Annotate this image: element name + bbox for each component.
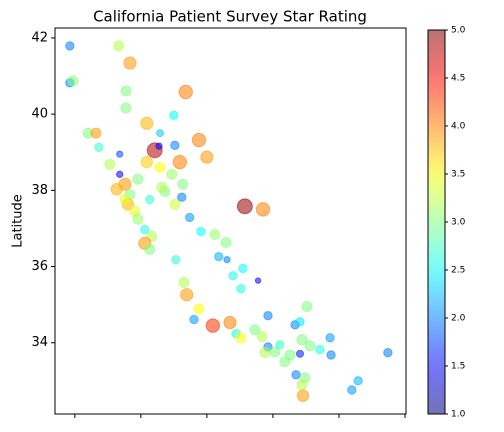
colorbar-tick-label: 2.5 <box>451 266 465 276</box>
point <box>123 56 137 70</box>
point <box>220 237 232 249</box>
point <box>140 155 153 169</box>
point <box>295 317 305 327</box>
point <box>235 332 247 344</box>
point <box>205 318 221 333</box>
point <box>104 158 116 170</box>
point <box>113 40 125 52</box>
point <box>189 314 199 325</box>
y-tick-label: 40 <box>31 107 48 122</box>
point <box>236 198 253 215</box>
point <box>209 229 221 241</box>
point <box>304 340 316 352</box>
colorbar-tick-label: 1.0 <box>451 410 466 420</box>
point <box>65 41 75 51</box>
point <box>200 150 214 164</box>
point <box>140 116 154 130</box>
point <box>347 385 357 395</box>
point <box>166 168 178 180</box>
colorbar-tick-label: 4.5 <box>451 74 465 84</box>
chart-title: California Patient Survey Star Rating <box>93 8 367 26</box>
colorbar-tick-label: 3.5 <box>451 170 465 180</box>
point <box>156 181 168 193</box>
point <box>256 331 268 343</box>
point <box>120 102 132 114</box>
point <box>223 256 231 264</box>
y-tick-label: 42 <box>31 30 48 45</box>
point <box>172 154 188 170</box>
y-axis-label: Latitude <box>11 194 26 248</box>
point <box>263 311 273 321</box>
colorbar-tick-label: 2.0 <box>451 314 466 324</box>
point <box>238 263 248 274</box>
point <box>301 301 313 313</box>
point <box>291 370 301 380</box>
point <box>171 254 181 265</box>
point <box>325 333 335 343</box>
point <box>296 389 310 402</box>
point <box>353 376 363 386</box>
colorbar <box>428 30 445 414</box>
point <box>178 277 190 289</box>
point <box>279 356 291 368</box>
colorbar-tick-label: 1.5 <box>451 362 465 372</box>
colorbar-tick-label: 5.0 <box>451 26 466 36</box>
point <box>169 110 179 120</box>
point <box>144 243 156 255</box>
point <box>296 379 308 391</box>
point <box>155 129 165 138</box>
point <box>145 194 155 205</box>
point <box>177 192 187 202</box>
point <box>259 347 271 359</box>
point <box>214 251 224 262</box>
point <box>254 277 262 284</box>
point <box>193 303 205 315</box>
point <box>132 173 144 185</box>
point <box>315 344 325 355</box>
point <box>119 193 131 205</box>
point <box>110 182 123 196</box>
point <box>140 224 150 235</box>
colorbar-tick-label: 3.0 <box>451 218 466 228</box>
point <box>154 161 166 173</box>
point <box>228 270 238 281</box>
plot-frame <box>54 27 407 415</box>
y-tick-label: 34 <box>31 335 48 350</box>
point <box>383 347 393 358</box>
point <box>223 315 237 330</box>
point <box>236 283 246 294</box>
point <box>116 150 124 158</box>
point <box>178 84 193 100</box>
y-tick-label: 36 <box>31 259 48 274</box>
point <box>191 132 207 148</box>
point <box>180 288 194 302</box>
colorbar-tick-label: 4.0 <box>451 122 466 132</box>
point <box>170 140 180 151</box>
point <box>177 178 189 190</box>
point <box>132 213 144 225</box>
point <box>296 334 308 346</box>
point <box>67 75 79 87</box>
point <box>196 226 206 237</box>
point <box>255 202 271 217</box>
point <box>90 127 102 139</box>
point <box>155 142 163 150</box>
point <box>275 339 285 350</box>
point <box>169 198 181 210</box>
y-tick-label: 38 <box>31 183 48 198</box>
point <box>295 349 305 358</box>
point <box>326 350 336 360</box>
point <box>120 85 132 97</box>
point <box>94 142 104 152</box>
point <box>185 212 195 223</box>
point <box>249 324 261 336</box>
point <box>116 170 124 178</box>
